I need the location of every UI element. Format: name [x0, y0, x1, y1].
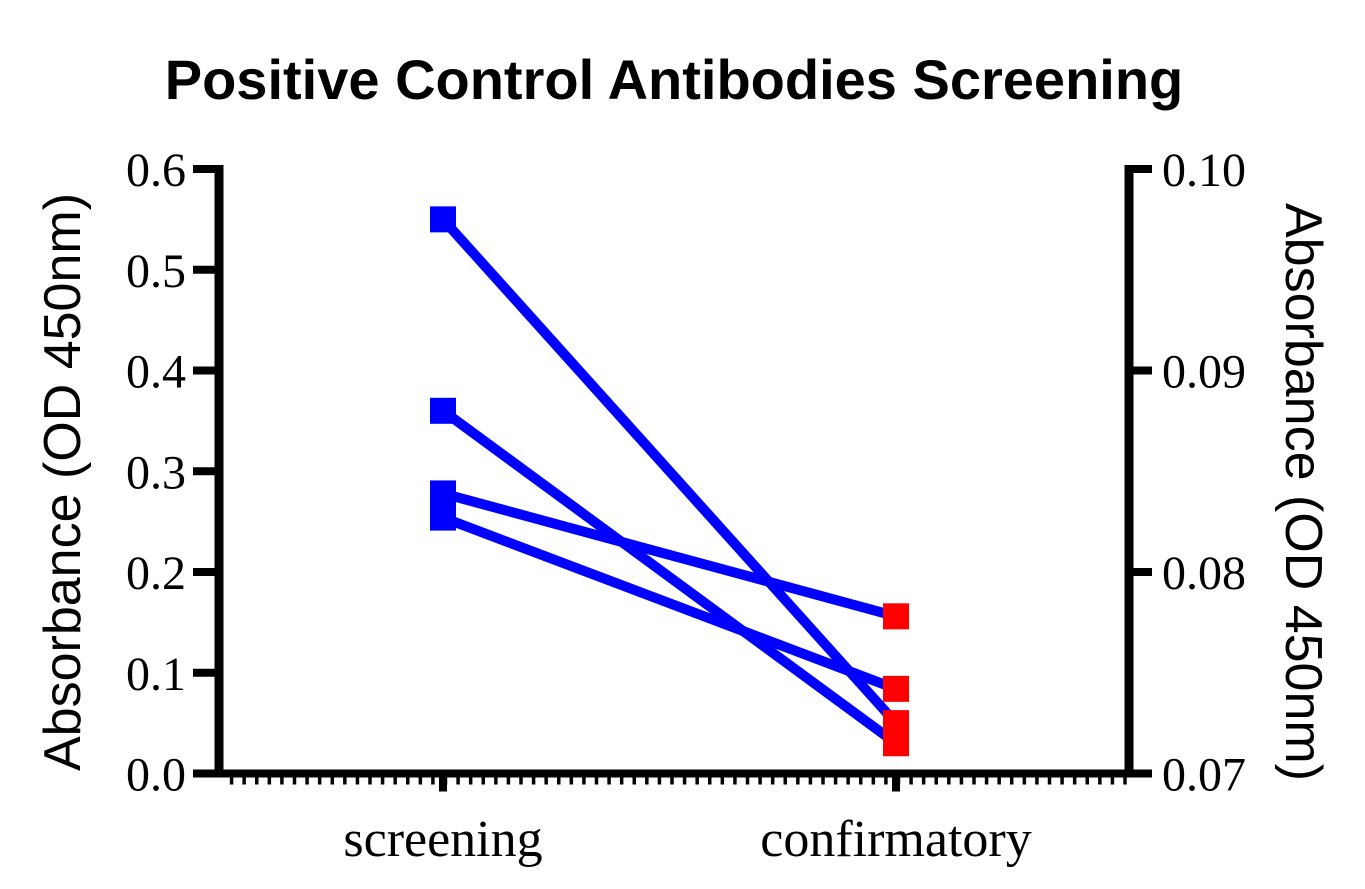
screening-marker-pair-1 [430, 206, 456, 233]
chart-title: Positive Control Antibodies Screening [165, 48, 1184, 111]
right-axis-tick-label: 0.10 [1162, 144, 1246, 197]
confirmatory-marker-pair-4 [883, 675, 909, 702]
right-axis-tick-label: 0.07 [1162, 749, 1246, 802]
left-axis-title: Absorbance (OD 450nm) [34, 193, 92, 771]
category-label-screening: screening [343, 811, 542, 868]
screening-marker-pair-3 [430, 480, 456, 507]
left-axis-tick-label: 0.2 [126, 547, 186, 600]
series-line-pair-1 [439, 216, 900, 727]
series-lines [439, 216, 900, 748]
left-axis-tick-label: 0.3 [126, 446, 186, 499]
left-axis-tick-label: 0.6 [126, 144, 186, 197]
series-markers [430, 206, 909, 757]
right-axis-title: Absorbance (OD 450nm) [1274, 203, 1332, 781]
series-line-pair-3 [441, 488, 898, 622]
confirmatory-marker-pair-2 [883, 730, 909, 757]
category-label-confirmatory: confirmatory [760, 811, 1031, 868]
left-axis-tick-label: 0.1 [126, 648, 186, 701]
right-axis-tick-label: 0.09 [1162, 346, 1246, 399]
series-line-pair-2 [440, 406, 899, 748]
left-axis-tick-label: 0.0 [126, 749, 186, 802]
category-labels: screening confirmatory [343, 811, 1031, 868]
left-axis-tick-label: 0.4 [126, 346, 186, 399]
screening-marker-pair-2 [430, 397, 456, 424]
series-line-pair-4 [441, 512, 898, 694]
confirmatory-marker-pair-3 [883, 603, 909, 630]
screening-marker-pair-4 [430, 504, 456, 531]
right-axis-tick-label: 0.08 [1162, 547, 1246, 600]
left-axis-tick-label: 0.5 [126, 245, 186, 298]
right-axis: 0.07 0.08 0.09 0.10 [1124, 144, 1246, 802]
x-axis [200, 769, 1133, 792]
left-axis: 0.0 0.1 0.2 0.3 0.4 0.5 0.6 [126, 144, 224, 802]
